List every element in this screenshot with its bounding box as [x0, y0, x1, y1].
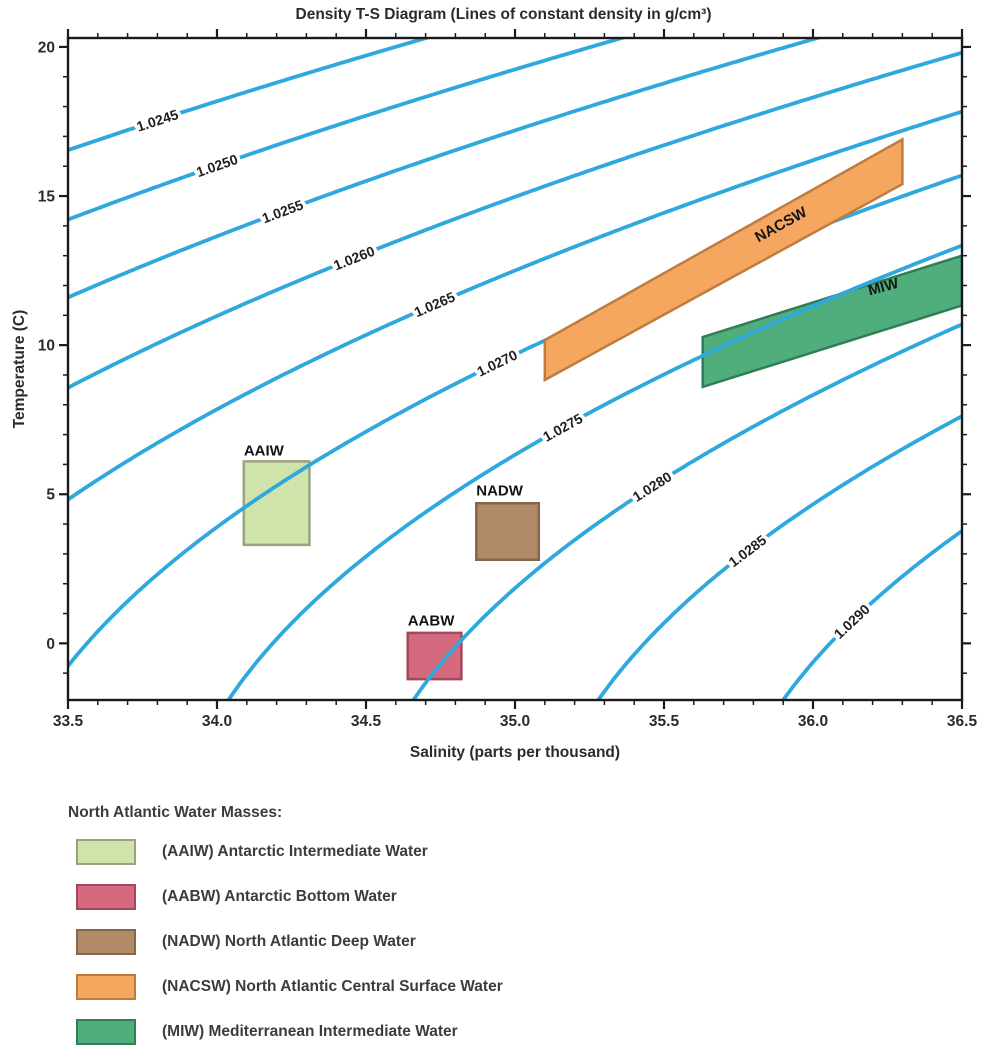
legend-swatch-aaiw [76, 839, 136, 865]
x-tick-label: 35.0 [500, 713, 530, 730]
x-tick-label: 34.5 [351, 713, 382, 730]
legend-label-miw: (MIW) Mediterranean Intermediate Water [162, 1023, 458, 1040]
isopycnal-1.0280 [411, 322, 962, 700]
legend-swatch-aabw [76, 884, 136, 910]
legend-label-nadw: (NADW) North Atlantic Deep Water [162, 933, 416, 950]
isopycnal-curves [68, 38, 962, 700]
y-axis-title: Temperature (C) [11, 309, 28, 429]
x-tick-label: 34.0 [202, 713, 232, 730]
legend-label-aaiw: (AAIW) Antarctic Intermediate Water [162, 843, 428, 860]
isopycnal-1.0250 [68, 38, 629, 222]
isopycnal-label-1.0270: 1.0270 [474, 346, 520, 379]
x-tick-label: 33.5 [53, 713, 84, 730]
legend-item-miw: (MIW) Mediterranean Intermediate Water [76, 1018, 503, 1046]
isopycnal-1.0245 [68, 38, 433, 152]
legend-item-nadw: (NADW) North Atlantic Deep Water [76, 928, 503, 956]
y-tick-label: 15 [38, 189, 56, 206]
water-mass-label-nadw: NADW [476, 483, 523, 500]
isopycnal-labels: 1.0245 1.0250 1.0255 1.0260 1.0265 1.0270 1.02… [131, 103, 876, 646]
isopycnal-label-1.0285: 1.0285 [725, 532, 769, 571]
axis-ticks [59, 29, 971, 709]
isopycnal-1.0260 [68, 50, 962, 390]
isopycnal-1.0265 [68, 109, 962, 502]
legend: North Atlantic Water Masses: (AAIW) Anta… [68, 804, 503, 1062]
x-tick-label: 35.5 [649, 713, 680, 730]
ts-plot: 1.0245 1.0250 1.0255 1.0260 1.0265 1.0270 1.02… [38, 29, 978, 730]
legend-title: North Atlantic Water Masses: [68, 804, 283, 821]
isopycnal-1.0275 [226, 243, 962, 700]
water-mass-aabw [406, 631, 463, 681]
legend-item-nacsw: (NACSW) North Atlantic Central Surface W… [76, 973, 503, 1001]
legend-item-aabw: (AABW) Antarctic Bottom Water [76, 883, 503, 911]
water-mass-label-aabw: AABW [408, 612, 455, 629]
isopycnal-1.0285 [595, 414, 962, 700]
legend-item-aaiw: (AAIW) Antarctic Intermediate Water [76, 838, 503, 866]
water-mass-label-aaiw: AAIW [244, 442, 285, 459]
water-masses-above [543, 137, 904, 383]
water-mass-nacsw [543, 137, 904, 383]
legend-label-nacsw: (NACSW) North Atlantic Central Surface W… [162, 978, 503, 995]
chart-title: Density T-S Diagram (Lines of constant d… [295, 6, 712, 23]
isopycnal-label-1.0260: 1.0260 [331, 243, 377, 274]
x-tick-label: 36.0 [798, 713, 828, 730]
water-mass-miw [701, 254, 962, 389]
water-masses-below [242, 254, 962, 681]
legend-swatch-miw [76, 1019, 136, 1045]
y-tick-label: 10 [38, 338, 55, 355]
isopycnal-1.0270 [68, 173, 962, 668]
y-tick-label: 5 [46, 487, 55, 504]
x-tick-label: 36.5 [947, 713, 978, 730]
water-mass-nadw [475, 501, 541, 562]
isopycnal-label-1.0245: 1.0245 [135, 106, 181, 135]
isopycnal-label-1.0250: 1.0250 [194, 151, 240, 180]
plot-frame [66, 36, 964, 702]
x-axis-title: Salinity (parts per thousand) [409, 744, 621, 761]
isopycnal-label-1.0275: 1.0275 [540, 410, 585, 445]
y-tick-label: 0 [46, 636, 55, 653]
isopycnal-label-1.0280: 1.0280 [630, 468, 675, 504]
isopycnal-1.0255 [68, 38, 825, 300]
legend-swatch-nacsw [76, 974, 136, 1000]
legend-swatch-nadw [76, 929, 136, 955]
isopycnal-1.0290 [780, 529, 962, 700]
isopycnal-label-1.0265: 1.0265 [412, 288, 458, 320]
water-mass-aaiw [242, 460, 311, 547]
isopycnal-label-1.0290: 1.0290 [831, 601, 873, 642]
isopycnal-label-1.0255: 1.0255 [260, 196, 306, 226]
legend-label-aabw: (AABW) Antarctic Bottom Water [162, 888, 397, 905]
y-tick-label: 20 [38, 39, 55, 56]
